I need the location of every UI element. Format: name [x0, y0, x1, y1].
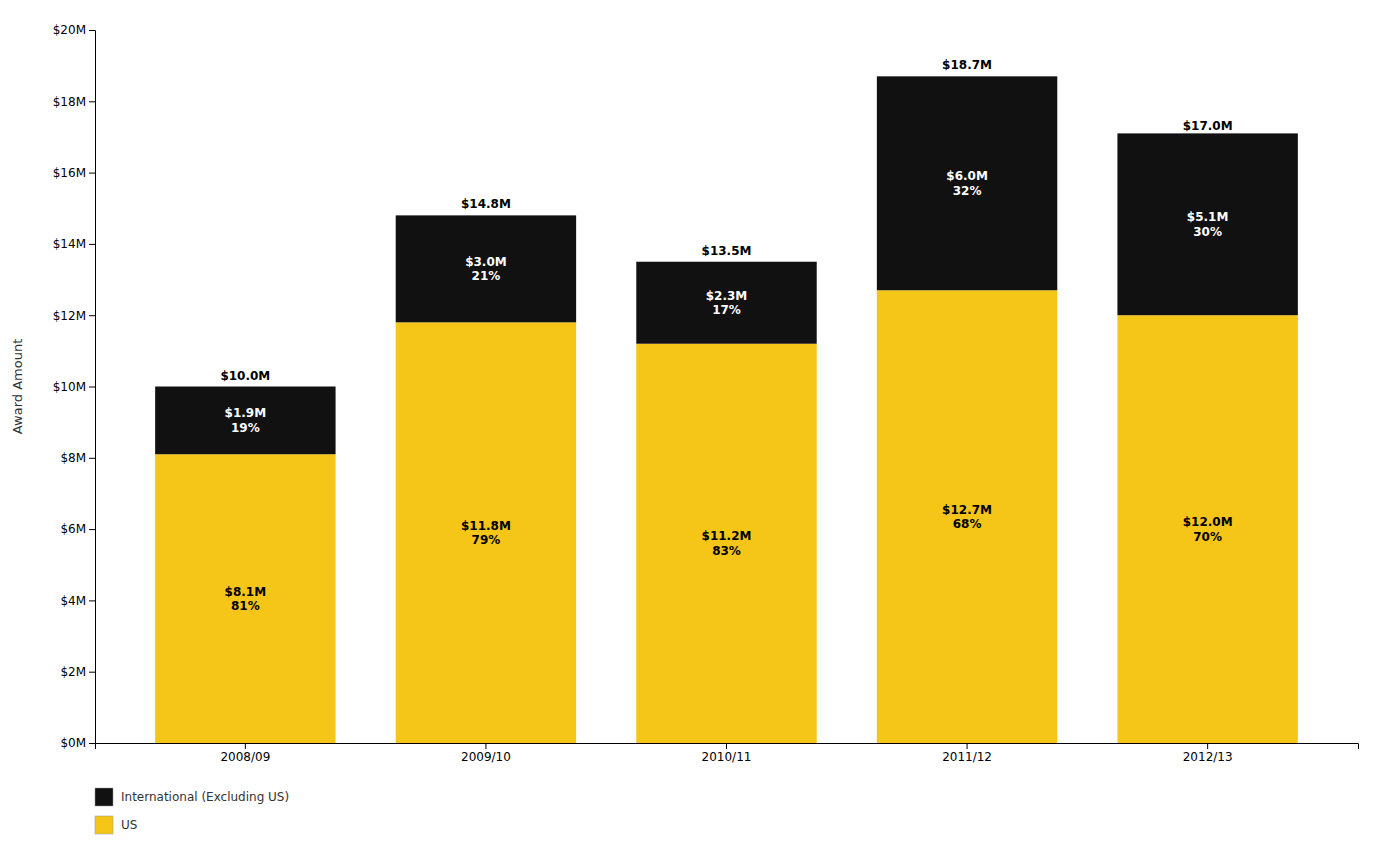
bar: [155, 454, 335, 743]
total-label: $17.0M: [1183, 119, 1233, 133]
data-label: $12.7M68%: [942, 503, 992, 531]
y-tick-mark: [89, 387, 95, 388]
x-tick: 2009/10: [461, 743, 511, 764]
total-label: $13.5M: [702, 244, 752, 258]
bar: [1117, 315, 1297, 743]
y-tick-label: $16M: [53, 166, 86, 180]
data-label: $6.0M32%: [946, 169, 988, 197]
y-tick: $12M: [53, 309, 95, 323]
y-tick-mark: [89, 244, 95, 245]
y-tick: $4M: [60, 594, 95, 608]
y-axis-line: [89, 31, 96, 744]
legend: International (Excluding US) US: [95, 788, 289, 834]
bar: [396, 322, 576, 743]
legend-item: US: [95, 816, 137, 834]
y-tick-mark: [89, 458, 95, 459]
x-tick: 2012/13: [1183, 743, 1233, 764]
data-label: $11.2M83%: [702, 529, 752, 557]
total-label: $14.8M: [461, 197, 511, 211]
y-tick: $14M: [53, 237, 95, 251]
data-label: $3.0M21%: [465, 255, 507, 283]
y-tick-label: $10M: [53, 380, 86, 394]
y-tick: $18M: [53, 95, 95, 109]
x-tick-mark: [1207, 743, 1208, 749]
data-label: $1.9M19%: [225, 406, 267, 434]
bars: [155, 76, 1298, 743]
y-tick-label: $0M: [60, 736, 86, 750]
x-tick-label: 2012/13: [1183, 750, 1233, 764]
x-axis: 2008/09 2009/10 2010/11 2011/12 2012/13: [96, 743, 1359, 764]
x-tick-mark: [967, 743, 968, 749]
x-tick-label: 2008/09: [220, 750, 270, 764]
x-tick: 2011/12: [942, 743, 992, 764]
x-tick-label: 2009/10: [461, 750, 511, 764]
y-tick-mark: [89, 600, 95, 601]
x-tick-mark: [726, 743, 727, 749]
bar: [155, 387, 335, 455]
x-tick-label: 2011/12: [942, 750, 992, 764]
data-label: $11.8M79%: [461, 519, 511, 547]
bar: [636, 344, 816, 743]
bar: [877, 290, 1057, 743]
y-tick-label: $12M: [53, 309, 86, 323]
legend-swatch: [95, 788, 113, 806]
y-tick-mark: [89, 30, 95, 31]
y-tick-label: $20M: [53, 23, 86, 37]
x-tick: 2010/11: [702, 743, 752, 764]
y-tick-mark: [89, 315, 95, 316]
data-label: $8.1M81%: [225, 585, 267, 613]
data-labels: $8.1M81% $11.8M79% $11.2M83% $12.7M68% $12.0…: [220, 58, 1232, 613]
y-tick-mark: [89, 529, 95, 530]
bar: [636, 262, 816, 344]
y-tick-label: $4M: [60, 594, 86, 608]
y-tick: $20M: [53, 23, 95, 37]
y-axis-title: Award Amount: [10, 339, 25, 435]
y-tick-label: $6M: [60, 522, 86, 536]
y-tick: $0M: [60, 736, 95, 750]
bar: [877, 76, 1057, 290]
data-label: $5.1M30%: [1187, 210, 1229, 238]
y-tick-mark: [89, 672, 95, 673]
x-tick-mark: [485, 743, 486, 749]
plot: $0M $2M $4M $6M $8M $10M $12M $14M $16M $18M $20M 2…: [10, 23, 1359, 834]
y-tick-label: $14M: [53, 237, 86, 251]
data-label: $12.0M70%: [1183, 515, 1233, 543]
data-label: $2.3M17%: [706, 289, 748, 317]
legend-label: US: [121, 818, 137, 832]
legend-item: International (Excluding US): [95, 788, 289, 806]
total-label: $10.0M: [220, 369, 270, 383]
x-tick-mark: [245, 743, 246, 749]
legend-label: International (Excluding US): [121, 790, 289, 804]
y-tick: $8M: [60, 451, 95, 465]
bar: [1117, 133, 1297, 315]
total-label: $18.7M: [942, 58, 992, 72]
x-axis-line: [96, 744, 1359, 750]
x-tick: 2008/09: [220, 743, 270, 764]
y-tick-mark: [89, 743, 95, 744]
legend-swatch: [95, 816, 113, 834]
y-tick-label: $8M: [60, 451, 86, 465]
y-axis: $0M $2M $4M $6M $8M $10M $12M $14M $16M $18M $20M: [53, 23, 96, 750]
y-tick: $10M: [53, 380, 95, 394]
y-tick-mark: [89, 101, 95, 102]
x-tick-label: 2010/11: [702, 750, 752, 764]
chart: $0M $2M $4M $6M $8M $10M $12M $14M $16M $18M $20M 2…: [0, 0, 1388, 868]
y-tick: $2M: [60, 665, 95, 679]
y-tick: $6M: [60, 522, 95, 536]
y-tick-label: $2M: [60, 665, 86, 679]
bar: [396, 215, 576, 322]
y-tick-label: $18M: [53, 95, 86, 109]
y-tick-mark: [89, 173, 95, 174]
y-tick: $16M: [53, 166, 95, 180]
